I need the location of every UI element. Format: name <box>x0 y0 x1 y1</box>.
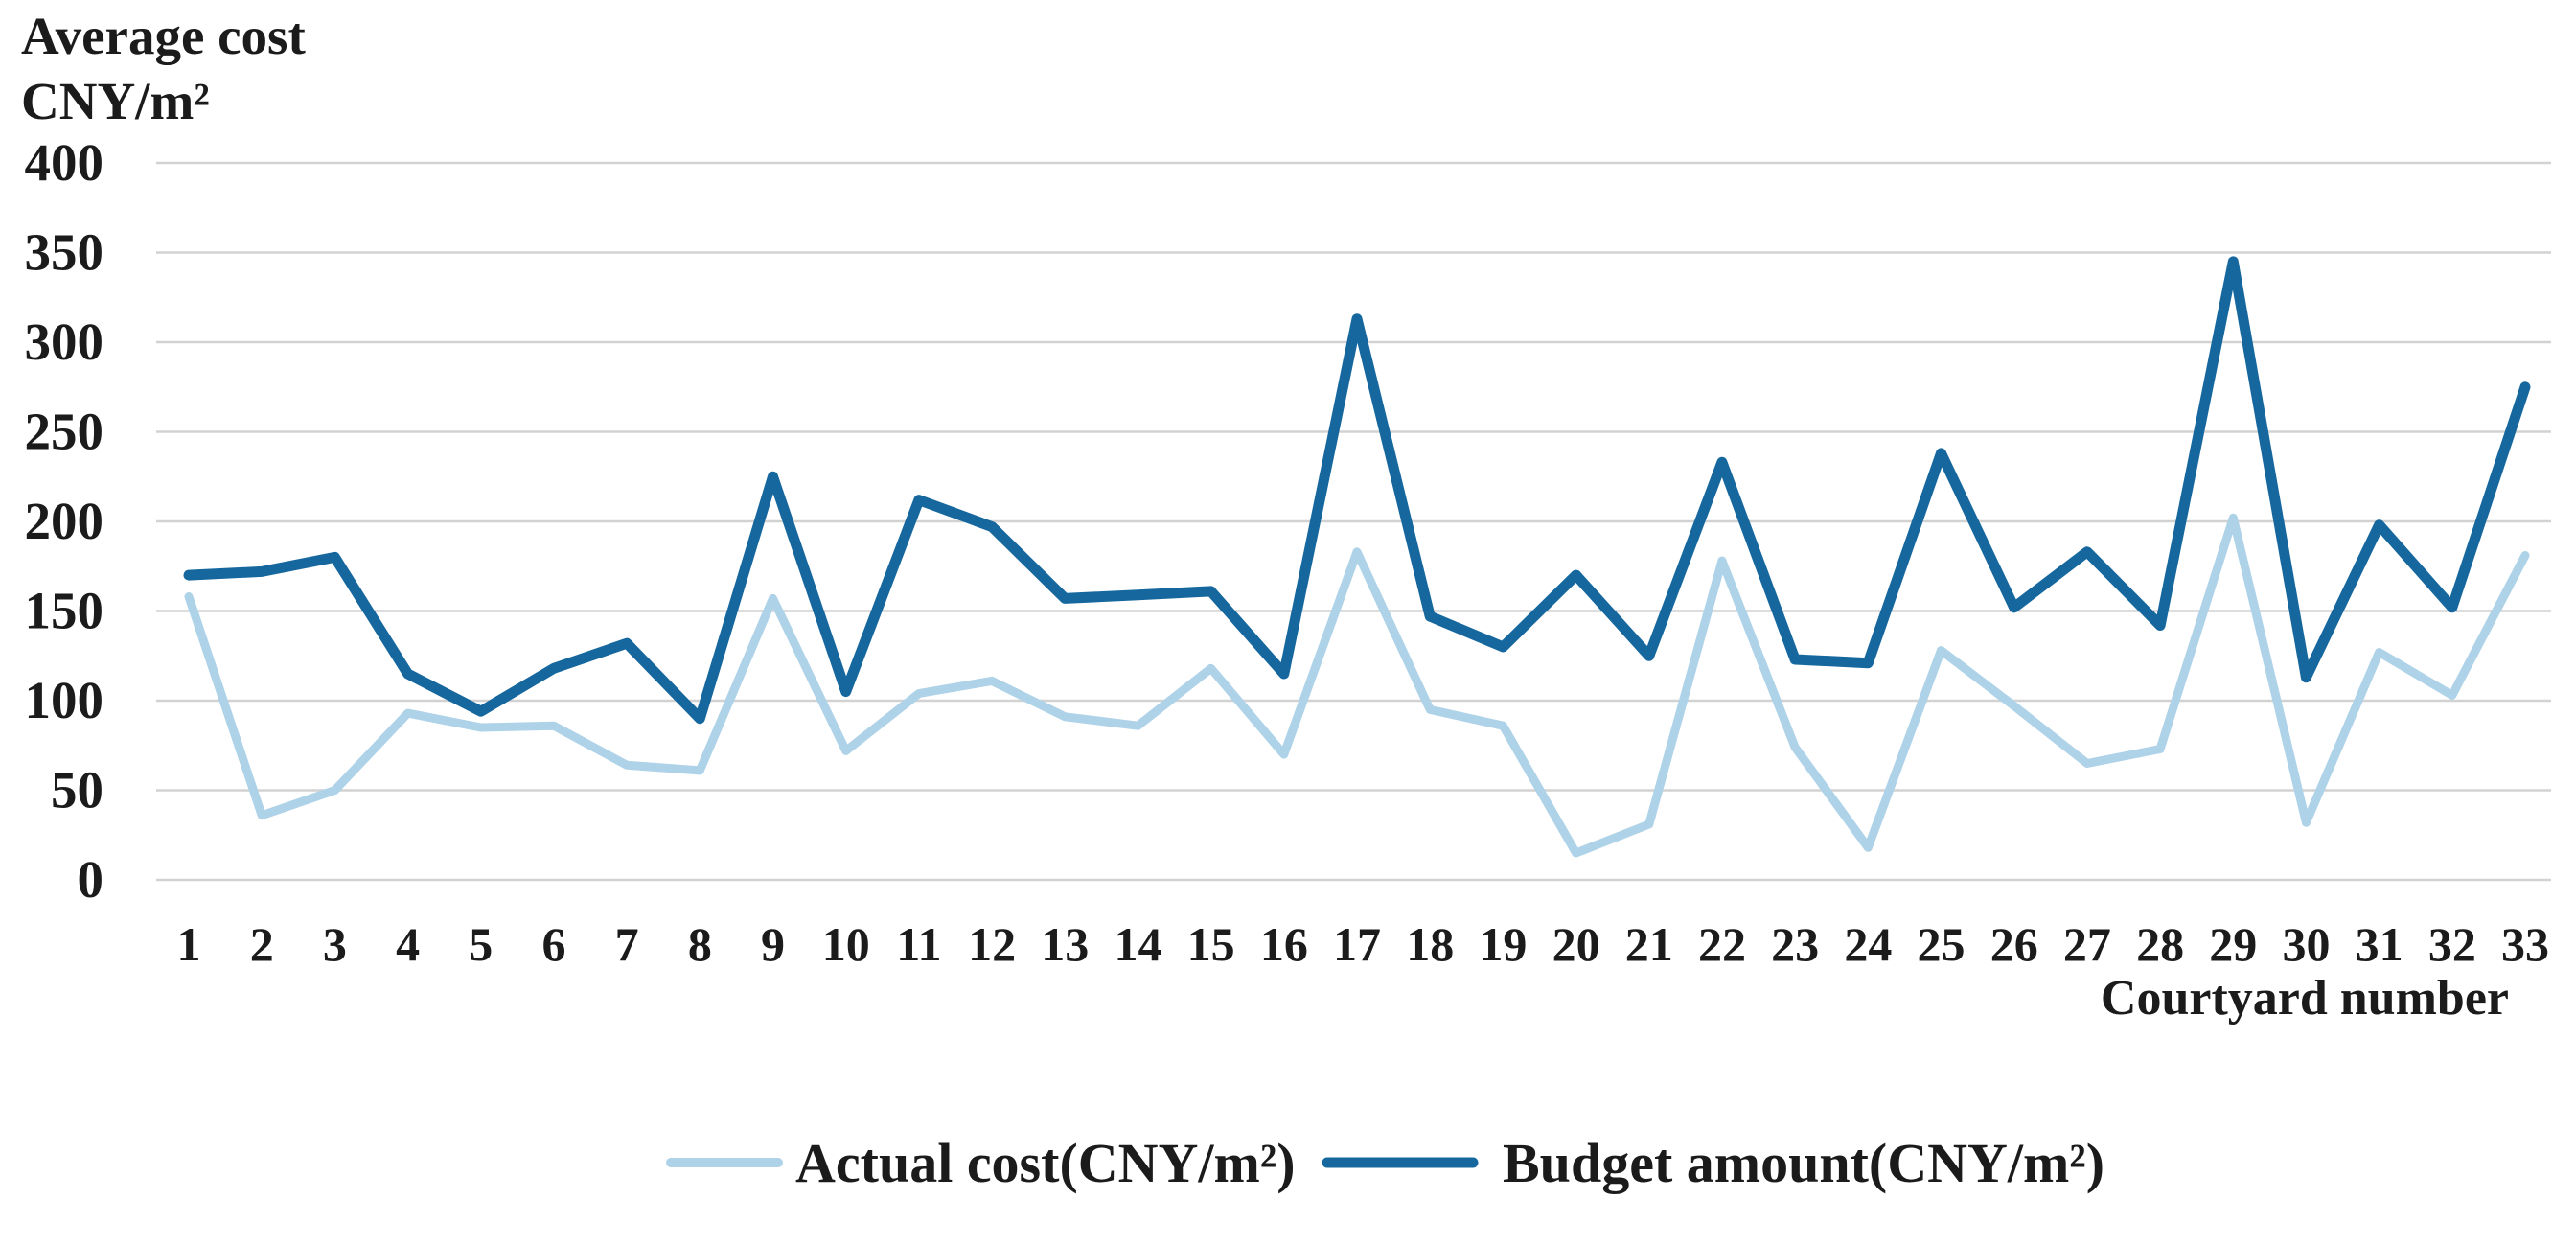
x-tick-label-24: 24 <box>1844 917 1892 971</box>
y-axis-title-line1: Average cost <box>21 7 306 65</box>
x-tick-label-23: 23 <box>1771 917 1819 971</box>
y-tick-label-250: 250 <box>25 403 104 461</box>
x-tick-label-4: 4 <box>396 917 420 971</box>
x-tick-label-19: 19 <box>1479 917 1527 971</box>
x-tick-label-12: 12 <box>968 917 1016 971</box>
y-tick-label-100: 100 <box>25 671 104 729</box>
y-tick-labels: 0 50 100 150 200 250 300 350 400 <box>25 133 104 909</box>
x-tick-label-31: 31 <box>2356 917 2404 971</box>
y-tick-label-300: 300 <box>25 312 104 371</box>
x-tick-label-25: 25 <box>1918 917 1966 971</box>
x-tick-label-17: 17 <box>1333 917 1381 971</box>
x-tick-label-8: 8 <box>688 917 712 971</box>
x-tick-label-26: 26 <box>1990 917 2038 971</box>
x-tick-label-15: 15 <box>1187 917 1235 971</box>
x-tick-label-28: 28 <box>2136 917 2184 971</box>
x-axis-title: Courtyard number <box>2101 971 2509 1026</box>
x-tick-label-3: 3 <box>323 917 347 971</box>
y-tick-label-400: 400 <box>25 133 104 192</box>
x-tick-label-9: 9 <box>761 917 785 971</box>
y-tick-label-50: 50 <box>51 761 104 819</box>
x-tick-label-5: 5 <box>469 917 493 971</box>
x-tick-labels: 1 2 3 4 5 6 7 8 9 10 11 12 13 14 15 16 17 18 19 20 21 22 23 24 2… <box>177 917 2550 971</box>
x-tick-label-1: 1 <box>177 917 201 971</box>
x-tick-label-6: 6 <box>541 917 565 971</box>
legend-label-budget-amount: Budget amount(CNY/m²) <box>1503 1132 2104 1194</box>
x-tick-label-11: 11 <box>896 917 941 971</box>
x-tick-label-22: 22 <box>1698 917 1746 971</box>
x-tick-label-10: 10 <box>822 917 870 971</box>
legend: Actual cost(CNY/m²) Budget amount(CNY/m²… <box>666 1132 2104 1194</box>
series-lines-layer <box>183 256 2531 858</box>
x-tick-label-29: 29 <box>2209 917 2257 971</box>
x-tick-label-2: 2 <box>250 917 274 971</box>
gridlines-layer <box>156 161 2551 882</box>
legend-label-actual-cost: Actual cost(CNY/m²) <box>795 1132 1296 1194</box>
x-tick-label-30: 30 <box>2282 917 2330 971</box>
x-tick-label-27: 27 <box>2063 917 2111 971</box>
x-tick-label-18: 18 <box>1406 917 1454 971</box>
x-tick-label-13: 13 <box>1041 917 1089 971</box>
series-line-budget-amount <box>183 256 2531 725</box>
x-tick-label-20: 20 <box>1552 917 1600 971</box>
x-tick-label-33: 33 <box>2501 917 2549 971</box>
x-tick-label-14: 14 <box>1114 917 1162 971</box>
y-tick-label-150: 150 <box>25 582 104 640</box>
y-axis-title-line2: CNY/m² <box>21 72 210 130</box>
y-tick-label-350: 350 <box>25 223 104 282</box>
x-tick-label-7: 7 <box>615 917 639 971</box>
y-tick-label-0: 0 <box>78 850 104 909</box>
y-tick-label-200: 200 <box>25 492 104 550</box>
x-tick-label-21: 21 <box>1625 917 1673 971</box>
series-line-actual-cost <box>184 513 2530 858</box>
x-tick-label-16: 16 <box>1260 917 1308 971</box>
x-tick-label-32: 32 <box>2428 917 2476 971</box>
